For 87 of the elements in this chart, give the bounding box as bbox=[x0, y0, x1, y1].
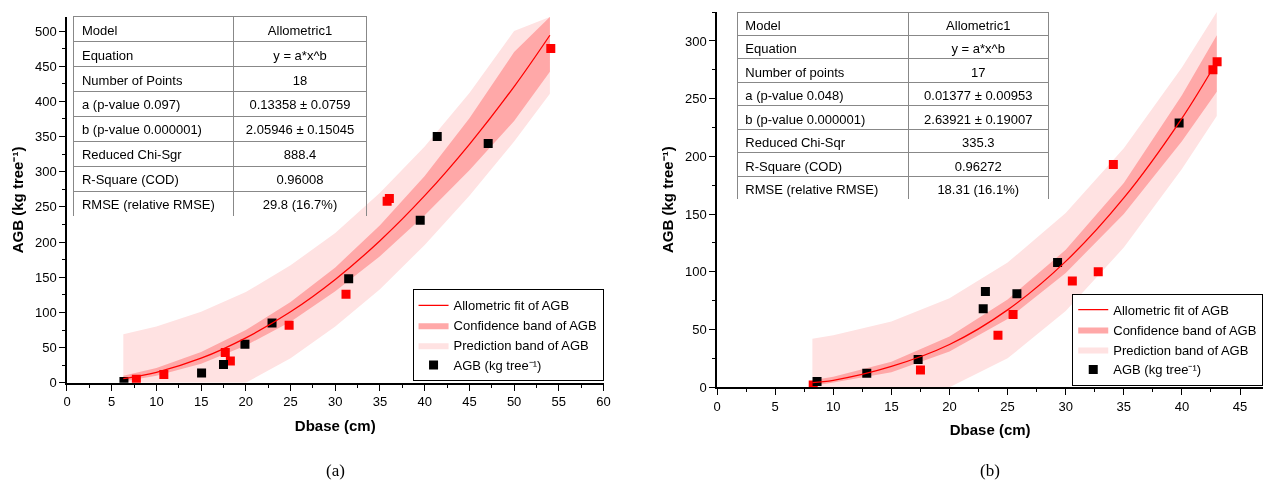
annotation: R-Square (COD) bbox=[745, 158, 843, 174]
y-tick-label: 500 bbox=[34, 23, 57, 39]
x-tick-label: 35 bbox=[1116, 398, 1132, 414]
x-tick-label: 10 bbox=[149, 394, 164, 410]
y-tick-label: 150 bbox=[34, 269, 57, 285]
legend-label: Allometric fit of AGB bbox=[453, 298, 570, 314]
x-tick-label: 25 bbox=[283, 394, 298, 410]
y-tick-label: 50 bbox=[42, 340, 57, 356]
annotation: 2.05946 ± 0.15045 bbox=[245, 122, 355, 138]
annotation: 18.31 (16.1%) bbox=[937, 181, 1020, 197]
y-tick-label: 0 bbox=[699, 379, 707, 395]
legend-label: AGB (kg tree⁻¹) bbox=[1113, 362, 1202, 378]
x-tick-label: 10 bbox=[826, 398, 841, 414]
annotation: 0.13358 ± 0.0759 bbox=[249, 97, 351, 113]
x-tick-label: 5 bbox=[771, 398, 779, 414]
y-tick-label: 450 bbox=[34, 58, 57, 74]
annotation: b (p-value 0.000001) bbox=[81, 122, 202, 138]
annotation: Equation bbox=[81, 47, 134, 63]
annotation: 888.4 bbox=[283, 147, 317, 163]
y-tick-label: 250 bbox=[685, 91, 707, 107]
x-tick-label: 5 bbox=[108, 394, 116, 410]
legend-label: Prediction band of AGB bbox=[453, 338, 589, 354]
annotation: 18 bbox=[292, 72, 308, 88]
x-tick-label: 60 bbox=[596, 394, 611, 410]
y-tick-label: 300 bbox=[34, 164, 57, 180]
x-tick-label: 15 bbox=[193, 394, 209, 410]
x-tick-label: 20 bbox=[238, 394, 254, 410]
x-tick-label: 30 bbox=[1058, 398, 1073, 414]
y-tick-label: 350 bbox=[34, 129, 57, 145]
x-tick-label: 55 bbox=[551, 394, 567, 410]
x-tick-label: 45 bbox=[462, 394, 477, 410]
y-tick-label: 250 bbox=[34, 199, 57, 215]
x-tick-label: 40 bbox=[417, 394, 432, 410]
annotation: b (p-value 0.000001) bbox=[745, 111, 866, 127]
annotation: y = a*x^b bbox=[273, 47, 327, 63]
annotation: 0.96008 bbox=[276, 172, 324, 188]
legend-label: Confidence band of AGB bbox=[1113, 322, 1257, 338]
annotation: Allometric1 bbox=[267, 22, 333, 38]
x-tick-label: 15 bbox=[884, 398, 899, 414]
y-tick-label: 150 bbox=[685, 206, 707, 222]
x-axis-title: Dbase (cm) bbox=[949, 421, 1031, 439]
annotation: a (p-value 0.097) bbox=[81, 97, 181, 113]
annotation: Equation bbox=[745, 41, 797, 57]
annotation: Model bbox=[745, 17, 781, 33]
annotation: y = a*x^b bbox=[951, 41, 1005, 57]
annotation: Reduced Chi-Sgr bbox=[81, 147, 183, 163]
legend-label: AGB (kg tree⁻¹) bbox=[453, 358, 542, 374]
annotation: 0.96272 bbox=[954, 158, 1002, 174]
annotation: 17 bbox=[970, 64, 986, 80]
y-tick-label: 100 bbox=[34, 305, 57, 321]
annotation: 29.8 (16.7%) bbox=[262, 197, 338, 213]
annotation: R-Square (COD) bbox=[81, 172, 179, 188]
annotation: Model bbox=[81, 22, 118, 38]
legend-label: Allometric fit of AGB bbox=[1113, 302, 1229, 318]
legend-label: Confidence band of AGB bbox=[453, 318, 597, 334]
x-tick-label: 35 bbox=[372, 394, 388, 410]
annotation: 335.3 bbox=[961, 135, 995, 151]
annotation: RMSE (relative RMSE) bbox=[81, 197, 215, 213]
y-tick-label: 300 bbox=[685, 33, 707, 49]
y-axis-title: AGB (kg tree⁻¹) bbox=[8, 146, 26, 254]
x-tick-label: 0 bbox=[713, 398, 721, 414]
text: (b) bbox=[980, 461, 1000, 480]
legend-label: Prediction band of AGB bbox=[1113, 342, 1249, 358]
x-tick-label: 0 bbox=[63, 394, 71, 410]
x-tick-label: 50 bbox=[506, 394, 522, 410]
annotation: Number of Points bbox=[81, 72, 183, 88]
annotation: 0.01377 ± 0.00953 bbox=[924, 88, 1033, 104]
x-axis-title: Dbase (cm) bbox=[294, 416, 376, 434]
x-tick-label: 45 bbox=[1232, 398, 1248, 414]
x-tick-label: 30 bbox=[328, 394, 343, 410]
x-tick-label: 20 bbox=[942, 398, 957, 414]
y-tick-label: 200 bbox=[685, 148, 707, 164]
y-tick-label: 400 bbox=[34, 93, 57, 109]
y-tick-label: 50 bbox=[692, 322, 707, 338]
annotation: a (p-value 0.048) bbox=[745, 88, 844, 104]
annotation: Reduced Chi-Sqr bbox=[745, 135, 846, 151]
annotation: RMSE (relative RMSE) bbox=[745, 181, 879, 197]
x-tick-label: 25 bbox=[1000, 398, 1015, 414]
annotation: 2.63921 ± 0.19007 bbox=[924, 111, 1033, 127]
annotation: Number of points bbox=[745, 64, 845, 80]
y-tick-label: 0 bbox=[49, 375, 57, 391]
y-axis-title: AGB (kg tree⁻¹) bbox=[658, 146, 676, 253]
annotation: Allometric1 bbox=[946, 17, 1011, 33]
text: (a) bbox=[326, 461, 345, 480]
y-tick-label: 100 bbox=[685, 264, 707, 280]
x-tick-label: 40 bbox=[1174, 398, 1190, 414]
y-tick-label: 200 bbox=[34, 234, 57, 250]
